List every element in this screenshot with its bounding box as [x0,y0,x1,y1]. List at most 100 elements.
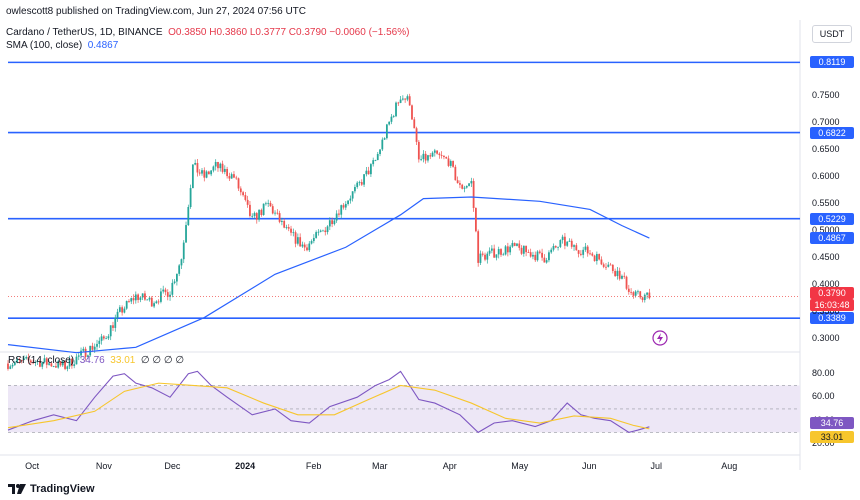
candle-body [290,228,292,233]
candle-body [383,138,386,140]
candle-body [502,254,505,256]
candle-body [550,249,553,253]
candle-body [155,301,158,304]
candle-body [541,252,543,258]
candle-body [294,232,297,244]
candle-body [354,187,356,192]
x-tick-label: Feb [305,461,322,471]
candle-body [75,356,78,365]
candle-body [486,253,489,260]
sma-value: 0.4867 [87,40,119,51]
candle-body [319,230,322,232]
candle-body [18,359,21,361]
tradingview-brand[interactable]: TradingView [30,483,95,495]
candle-body [440,155,443,156]
candle-body [561,236,564,241]
sma-label[interactable]: SMA (100, close) [6,40,83,51]
candle-body [306,247,308,251]
candle-body [194,162,197,165]
candle-body [68,358,71,367]
candle-body [315,232,318,238]
candle-body [388,121,391,125]
x-tick-label: Mar [372,461,388,471]
candle-body [358,182,361,183]
candle-body [278,213,281,222]
candle-body [253,213,256,216]
candle-body [173,281,176,283]
candle-body [436,150,438,154]
candle-body [212,166,215,171]
candle-body [285,227,288,228]
candle-body [150,297,153,307]
candle-body [582,249,585,255]
candle-body [157,301,160,303]
candle-body [433,150,436,153]
ohlc-values: O0.3850 H0.3860 L0.3777 C0.3790 −0.0060 … [168,27,410,38]
x-tick-label: Jun [582,461,597,471]
candle-body [125,301,128,309]
candle-body [543,257,546,263]
candle-body [86,355,89,357]
candle-body [210,170,213,175]
rsi-ma-value: 33.01 [110,355,136,366]
candle-body [123,308,126,313]
y-tick-label: 0.7500 [812,89,840,100]
candle-body [249,204,251,216]
rsi-value-label: 34.76 [810,416,854,429]
candle-body [233,174,235,178]
candle-body [611,264,614,271]
candle-body [265,203,267,205]
candle-body [639,291,642,298]
candle-body [411,105,413,120]
candle-body [301,244,304,247]
candle-body [317,231,320,233]
rsi-label[interactable]: RSI (14, close) [8,355,75,366]
y-tick-label: 0.4000 [812,279,840,290]
rsi-placeholders: ∅ ∅ ∅ ∅ [140,355,185,366]
candle-body [34,361,37,363]
candle-body [577,250,580,254]
lightning-icon [657,333,663,343]
candle-body [66,366,69,369]
candle-body [468,183,470,186]
candle-body [112,325,114,328]
candle-body [548,252,550,261]
candle-body [153,303,155,307]
candle-body [347,200,349,205]
quote-currency-button[interactable]: USDT [812,25,852,43]
candle-body [169,294,171,297]
candle-body [513,243,516,246]
candle-body [251,215,254,217]
candle-body [128,301,130,302]
candle-body [506,246,509,253]
candle-body [445,156,448,159]
candle-body [406,96,409,100]
candle-body [641,297,644,301]
candle-body [274,212,276,214]
candle-body [559,240,562,247]
candle-body [189,188,192,208]
candle-body [360,182,363,185]
x-tick-label: Oct [25,461,40,471]
candle-body [100,336,103,341]
candle-body [235,177,238,179]
candle-body [29,360,32,363]
candle-body [41,362,44,367]
candle-body [511,243,514,247]
candle-body [593,255,596,262]
candle-body [342,205,345,208]
candle-body [545,260,548,263]
candle-body [228,176,231,179]
candle-body [518,243,521,248]
symbol-info: Cardano / TetherUS, 1D, BINANCE O0.3850 … [6,27,409,38]
candle-body [527,252,530,253]
candle-body [77,355,80,357]
candle-body [50,363,53,367]
candle-body [522,245,525,254]
candle-body [427,155,429,161]
candle-body [538,251,541,253]
candle-body [443,155,445,157]
candle-body [509,246,512,253]
candle-body [474,208,477,232]
symbol-name[interactable]: Cardano / TetherUS, 1D, BINANCE [6,27,163,38]
